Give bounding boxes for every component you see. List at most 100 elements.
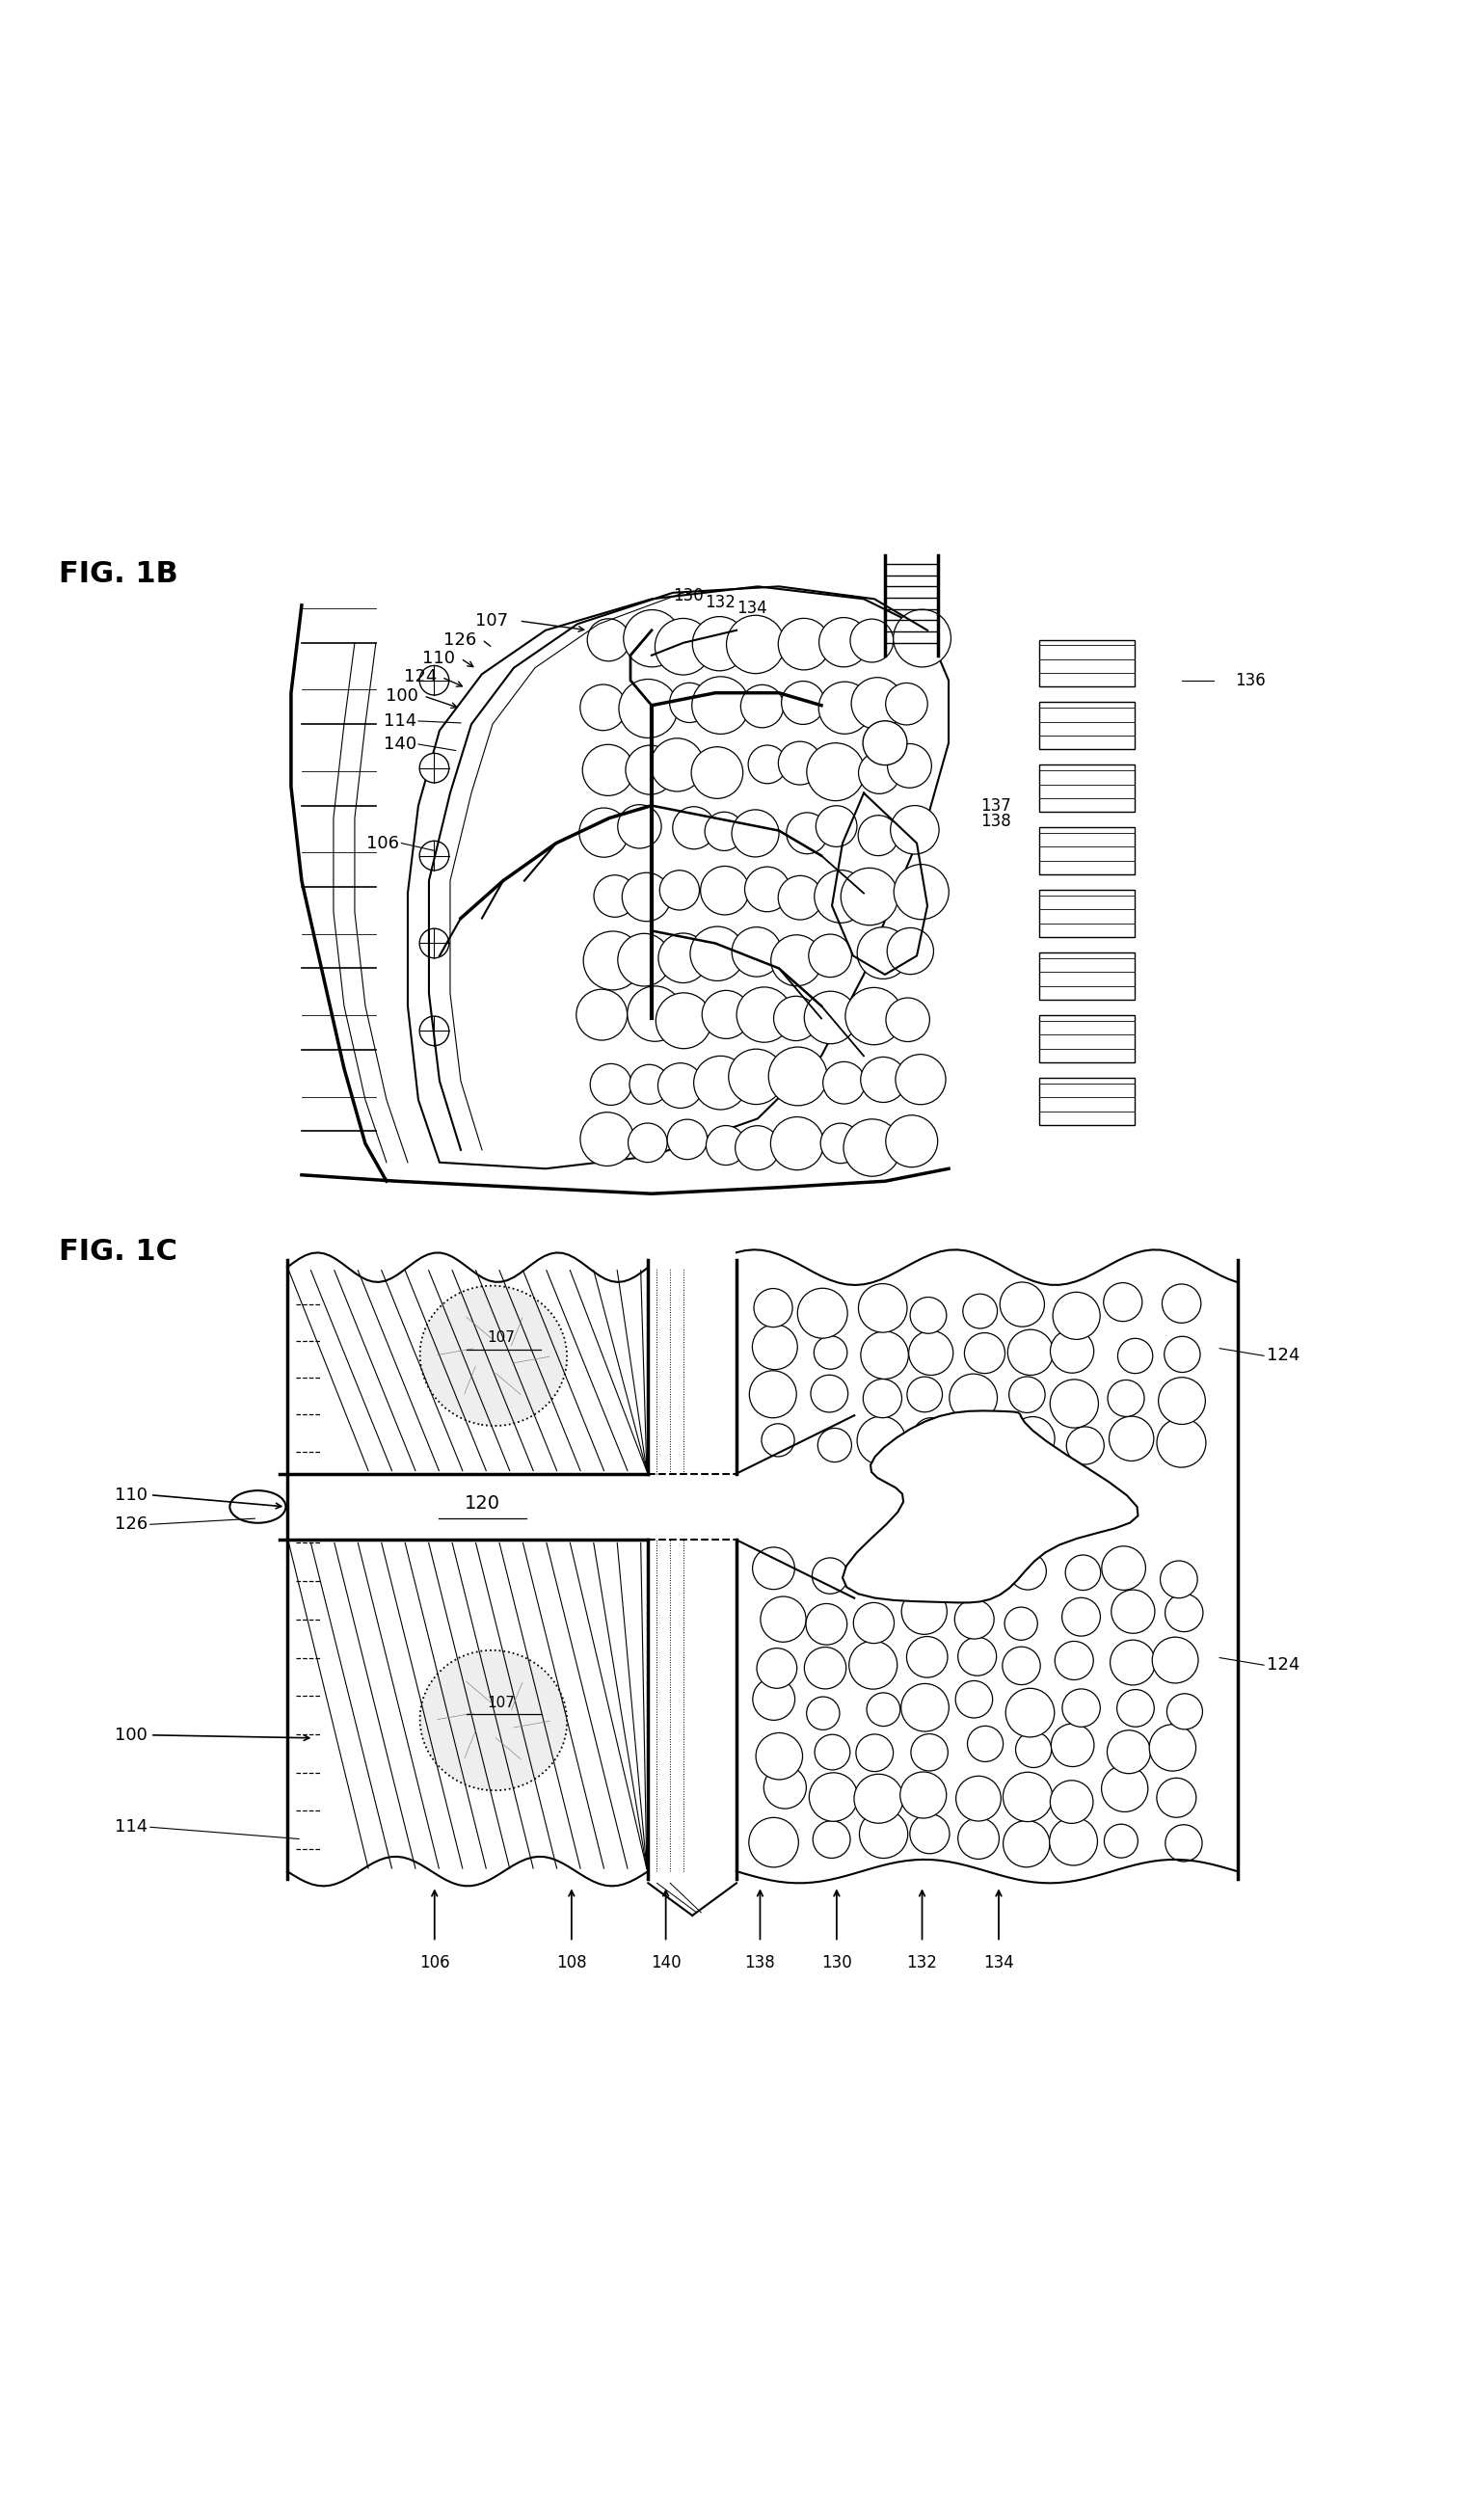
- Bar: [1038, 953, 1134, 1000]
- Circle shape: [1164, 1336, 1200, 1373]
- Circle shape: [956, 1681, 993, 1719]
- Circle shape: [1062, 1598, 1100, 1635]
- Circle shape: [617, 932, 670, 985]
- Circle shape: [885, 998, 929, 1041]
- Circle shape: [819, 683, 871, 733]
- Circle shape: [906, 1635, 947, 1678]
- Circle shape: [1167, 1693, 1202, 1729]
- Circle shape: [617, 804, 661, 849]
- Circle shape: [770, 1116, 823, 1169]
- Bar: [1038, 827, 1134, 874]
- Text: 134: 134: [984, 1953, 1013, 1971]
- Circle shape: [627, 985, 682, 1041]
- Circle shape: [583, 932, 642, 990]
- Circle shape: [623, 610, 681, 668]
- Circle shape: [754, 1288, 792, 1328]
- Circle shape: [1052, 1724, 1094, 1767]
- Circle shape: [582, 743, 633, 796]
- Circle shape: [658, 932, 709, 983]
- Text: 140: 140: [383, 736, 417, 753]
- Circle shape: [860, 1547, 907, 1593]
- Circle shape: [627, 1124, 667, 1162]
- Circle shape: [812, 1557, 848, 1593]
- Circle shape: [1000, 1283, 1044, 1326]
- Text: FIG. 1C: FIG. 1C: [59, 1237, 177, 1265]
- Circle shape: [848, 1641, 897, 1688]
- Circle shape: [703, 990, 750, 1038]
- Circle shape: [857, 1416, 906, 1464]
- Circle shape: [729, 1048, 784, 1104]
- Circle shape: [885, 683, 928, 726]
- Circle shape: [1149, 1724, 1196, 1772]
- Circle shape: [1111, 1590, 1155, 1633]
- Bar: [1038, 1079, 1134, 1124]
- Circle shape: [670, 683, 710, 723]
- Circle shape: [1015, 1731, 1052, 1767]
- Circle shape: [1006, 1688, 1055, 1736]
- Text: 132: 132: [704, 592, 735, 610]
- Circle shape: [815, 869, 868, 922]
- Circle shape: [735, 1126, 779, 1169]
- Circle shape: [732, 809, 779, 857]
- Circle shape: [806, 1603, 847, 1646]
- Circle shape: [704, 811, 744, 852]
- Circle shape: [753, 1547, 794, 1590]
- Circle shape: [854, 1774, 903, 1824]
- Text: 124: 124: [1267, 1656, 1299, 1673]
- Circle shape: [764, 1767, 806, 1809]
- Circle shape: [1158, 1378, 1205, 1424]
- Circle shape: [580, 1111, 633, 1167]
- Text: 100: 100: [386, 688, 418, 706]
- Circle shape: [956, 1777, 1002, 1822]
- Text: 130: 130: [673, 587, 704, 605]
- Circle shape: [655, 993, 711, 1048]
- Circle shape: [701, 867, 750, 915]
- Circle shape: [962, 1429, 994, 1464]
- Circle shape: [965, 1333, 1005, 1373]
- Text: 110: 110: [115, 1487, 147, 1504]
- Circle shape: [1102, 1547, 1146, 1590]
- Circle shape: [804, 1648, 846, 1688]
- Circle shape: [753, 1678, 795, 1721]
- Circle shape: [420, 665, 449, 696]
- Circle shape: [692, 617, 747, 670]
- Circle shape: [651, 738, 704, 791]
- Circle shape: [756, 1734, 803, 1779]
- Circle shape: [819, 617, 869, 668]
- Text: 124: 124: [404, 668, 437, 685]
- Circle shape: [797, 1288, 847, 1338]
- Circle shape: [909, 1331, 953, 1376]
- Text: 140: 140: [651, 1953, 681, 1971]
- Circle shape: [1165, 1593, 1203, 1633]
- Circle shape: [846, 988, 903, 1046]
- Circle shape: [809, 935, 851, 978]
- Text: 126: 126: [115, 1515, 147, 1532]
- Circle shape: [1108, 1381, 1145, 1416]
- Text: 132: 132: [907, 1953, 937, 1971]
- Circle shape: [773, 995, 818, 1041]
- Text: 134: 134: [736, 600, 767, 617]
- Circle shape: [619, 680, 678, 738]
- Circle shape: [1003, 1772, 1053, 1822]
- Text: 137: 137: [981, 796, 1010, 814]
- Ellipse shape: [420, 1651, 567, 1789]
- Circle shape: [859, 1809, 907, 1857]
- Circle shape: [579, 809, 629, 857]
- Circle shape: [745, 867, 790, 912]
- Circle shape: [859, 1283, 907, 1333]
- Circle shape: [658, 1063, 703, 1109]
- Circle shape: [887, 927, 934, 975]
- Circle shape: [859, 816, 899, 857]
- Text: 138: 138: [981, 811, 1010, 829]
- Circle shape: [1050, 1331, 1094, 1373]
- Bar: [1038, 766, 1134, 811]
- Circle shape: [818, 1429, 851, 1462]
- Circle shape: [769, 1046, 828, 1106]
- Ellipse shape: [230, 1489, 286, 1522]
- Circle shape: [1102, 1767, 1147, 1812]
- Circle shape: [1008, 1331, 1053, 1376]
- Circle shape: [815, 1336, 847, 1368]
- Circle shape: [807, 1696, 840, 1729]
- Circle shape: [591, 1063, 632, 1106]
- Text: 114: 114: [115, 1819, 147, 1835]
